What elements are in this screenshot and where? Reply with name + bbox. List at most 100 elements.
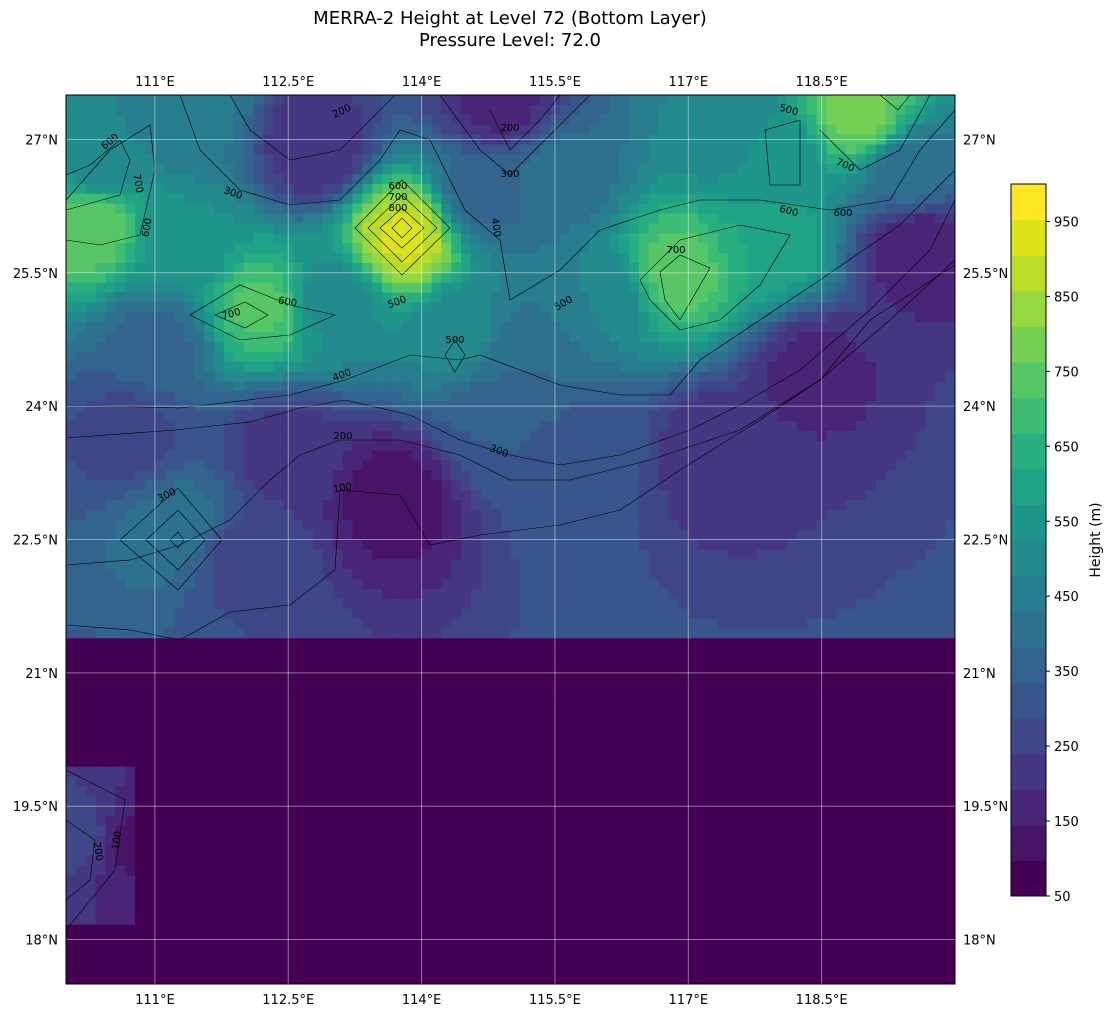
heat-cell	[352, 164, 363, 175]
heat-cell	[569, 825, 581, 837]
heat-cell	[391, 697, 403, 709]
heat-cell	[194, 124, 205, 136]
heat-cell	[184, 756, 196, 768]
heat-cell	[569, 598, 581, 610]
heat-cell	[194, 885, 205, 896]
heat-cell	[441, 806, 452, 817]
heat-cell	[145, 954, 156, 965]
heat-cell	[540, 835, 551, 847]
heat-cell	[609, 420, 620, 432]
heat-cell	[332, 312, 344, 323]
heat-cell	[164, 648, 176, 659]
heat-cell	[342, 341, 354, 353]
heat-cell	[421, 411, 433, 422]
heat-cell	[115, 480, 126, 491]
heat-cell	[312, 608, 324, 620]
heat-cell	[441, 233, 452, 244]
heat-cell	[500, 825, 512, 837]
heat-cell	[283, 618, 294, 629]
chart-title-main: MERRA-2 Height at Level 72 (Bottom Layer…	[313, 8, 707, 29]
heat-cell	[391, 667, 403, 679]
heat-cell	[362, 95, 373, 106]
heat-cell	[362, 904, 373, 916]
heat-cell	[95, 766, 107, 778]
heat-cell	[391, 223, 403, 234]
heat-cell	[391, 233, 403, 244]
heat-cell	[105, 944, 116, 955]
heat-cell	[372, 450, 383, 462]
heat-cell	[224, 924, 235, 936]
heat-cell	[145, 272, 156, 284]
heat-cell	[550, 855, 561, 867]
heat-cell	[599, 865, 610, 876]
heat-cell	[194, 499, 205, 511]
heat-cell	[382, 796, 393, 807]
heat-cell	[470, 292, 482, 304]
heat-cell	[194, 974, 205, 984]
heat-cell	[154, 904, 166, 916]
heat-cell	[233, 697, 245, 709]
heat-cell	[322, 193, 334, 205]
heat-cell	[224, 776, 235, 788]
heat-cell	[273, 341, 284, 353]
heat-cell	[342, 282, 354, 294]
heat-cell	[411, 243, 423, 254]
heat-cell	[391, 539, 403, 550]
heat-cell	[520, 124, 531, 136]
heat-cell	[263, 717, 275, 728]
heat-cell	[303, 460, 314, 471]
heat-cell	[362, 302, 373, 313]
heat-cell	[480, 124, 492, 136]
heat-cell	[125, 381, 136, 392]
heat-cell	[273, 519, 284, 531]
heat-cell	[75, 756, 87, 768]
heat-cell	[411, 717, 423, 728]
heat-cell	[352, 737, 363, 748]
heat-cell	[490, 806, 502, 817]
heat-cell	[293, 924, 304, 936]
heat-cell	[174, 904, 186, 916]
heat-cell	[154, 351, 166, 363]
heat-cell	[233, 539, 245, 550]
heat-cell	[461, 588, 472, 600]
heat-cell	[233, 391, 245, 402]
heat-cell	[105, 648, 116, 659]
heat-cell	[174, 203, 186, 215]
heat-cell	[332, 460, 344, 471]
heat-cell	[293, 539, 304, 550]
heat-cell	[135, 549, 146, 560]
heat-cell	[530, 687, 541, 699]
heat-cell	[480, 470, 492, 481]
heat-cell	[204, 509, 215, 521]
heat-cell	[480, 292, 492, 304]
heat-cell	[550, 776, 561, 788]
heat-cell	[480, 95, 492, 106]
heat-cell	[421, 608, 433, 620]
heat-cell	[263, 954, 275, 965]
heat-cell	[342, 144, 354, 155]
heat-cell	[391, 430, 403, 442]
heat-cell	[194, 638, 205, 649]
heat-cell	[451, 134, 462, 145]
heat-cell	[342, 737, 354, 748]
heat-cell	[500, 934, 512, 946]
heat-cell	[500, 608, 512, 620]
heat-cell	[184, 697, 196, 709]
heat-cell	[401, 944, 413, 955]
heat-cell	[66, 322, 77, 333]
heat-cell	[322, 638, 334, 649]
heat-cell	[559, 816, 571, 827]
heat-cell	[243, 114, 255, 126]
heat-cell	[461, 164, 472, 175]
heat-cell	[253, 845, 265, 857]
heat-cell	[490, 717, 502, 728]
heat-cell	[273, 746, 284, 758]
heat-cell	[154, 638, 166, 649]
heat-cell	[520, 490, 531, 501]
heat-cell	[470, 134, 482, 145]
heat-cell	[312, 233, 324, 244]
heat-cell	[95, 164, 107, 175]
heat-cell	[490, 213, 502, 225]
heat-cell	[75, 292, 87, 304]
heat-cell	[530, 638, 541, 649]
